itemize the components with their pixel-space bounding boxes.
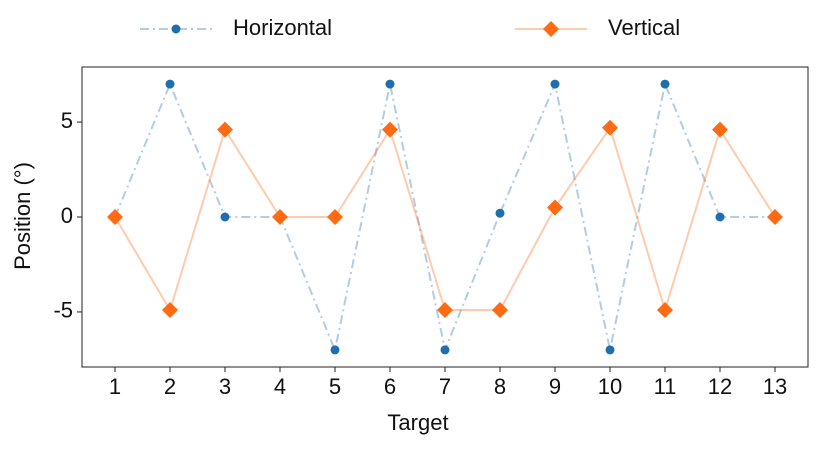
- marker: [220, 212, 230, 222]
- marker: [272, 209, 288, 225]
- marker: [715, 212, 725, 222]
- x-axis-label: Target: [387, 410, 448, 435]
- legend-marker: [171, 24, 181, 34]
- marker: [327, 209, 343, 225]
- y-tick-label: 5: [61, 108, 73, 133]
- marker: [165, 79, 175, 89]
- marker: [550, 79, 560, 89]
- marker: [382, 121, 398, 138]
- x-tick-label: 11: [654, 374, 677, 399]
- marker: [162, 302, 178, 319]
- legend-label: Horizontal: [233, 15, 332, 40]
- marker: [605, 345, 615, 355]
- x-tick-label: 5: [329, 374, 341, 399]
- x-tick-label: 12: [708, 374, 732, 399]
- marker: [492, 302, 508, 319]
- marker: [385, 79, 395, 89]
- marker: [660, 79, 670, 89]
- marker: [330, 345, 340, 355]
- x-tick-label: 6: [384, 374, 396, 399]
- x-tick-label: 2: [164, 374, 176, 399]
- y-tick-label: 0: [61, 203, 73, 228]
- legend-marker: [543, 21, 559, 37]
- marker: [107, 209, 123, 225]
- x-tick-label: 1: [109, 374, 121, 399]
- y-tick-label: -5: [53, 298, 73, 323]
- y-axis-label: Position (°): [10, 162, 35, 270]
- marker: [767, 209, 783, 225]
- marker: [495, 208, 505, 218]
- x-tick-label: 9: [549, 374, 561, 399]
- x-tick-label: 3: [219, 374, 231, 399]
- x-tick-label: 4: [274, 374, 286, 399]
- x-tick-label: 7: [439, 374, 451, 399]
- marker: [437, 302, 453, 319]
- marker: [547, 199, 563, 216]
- plot-area: [81, 66, 809, 368]
- series-line: [114, 125, 776, 314]
- marker: [440, 345, 450, 355]
- x-tick-label: 8: [494, 374, 506, 399]
- legend-label: Vertical: [608, 15, 680, 40]
- marker: [657, 302, 673, 319]
- marker: [602, 119, 618, 136]
- x-tick-label: 13: [763, 374, 787, 399]
- x-tick-label: 10: [598, 374, 622, 399]
- marker: [217, 121, 233, 138]
- marker: [712, 121, 728, 138]
